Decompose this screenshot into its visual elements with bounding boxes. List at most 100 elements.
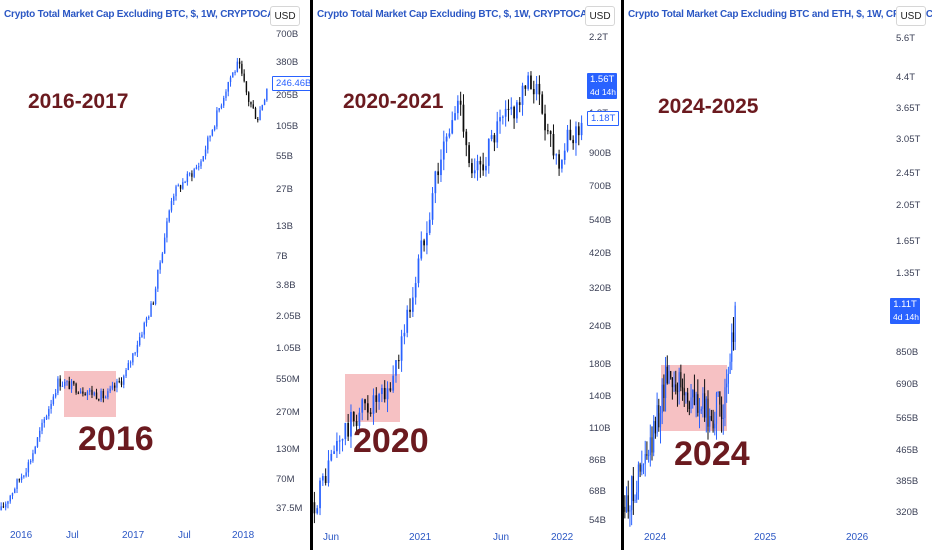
candle-body: [218, 108, 220, 111]
candle-body: [381, 387, 383, 395]
candle-body: [673, 384, 675, 388]
year-annotation: 2020: [353, 422, 429, 460]
candle-body: [465, 131, 468, 146]
currency-button[interactable]: USD: [270, 6, 300, 26]
candle-body: [580, 122, 583, 136]
candle-body: [211, 130, 214, 136]
candle-body: [569, 129, 572, 140]
candle-body: [27, 462, 30, 473]
candle-body: [658, 405, 660, 428]
candle-body: [75, 383, 77, 393]
candle-body: [644, 454, 646, 464]
candle-body: [532, 88, 535, 95]
candle-body: [731, 332, 733, 362]
candle-body: [132, 353, 134, 363]
candle-body: [186, 173, 189, 183]
candle-body: [34, 446, 36, 454]
candle-body: [656, 405, 658, 434]
candle-body: [575, 126, 577, 144]
close-price-tag: 1.18T: [587, 111, 620, 126]
candle-body: [259, 110, 261, 121]
candle-body: [143, 322, 145, 335]
y-tick-label: 540B: [589, 215, 611, 226]
chart-title: Crypto Total Market Cap Excluding BTC, $…: [317, 9, 594, 20]
period-annotation: 2020-2021: [343, 90, 444, 113]
candle-body: [521, 85, 524, 105]
candle-body: [409, 309, 411, 312]
candle-body: [445, 136, 448, 142]
candle-body: [642, 463, 645, 465]
candle-body: [352, 411, 355, 422]
candle-body: [41, 422, 43, 431]
candle-body: [403, 332, 406, 337]
candle-body: [448, 133, 451, 137]
candle-body: [313, 502, 316, 514]
candle-body: [159, 262, 161, 270]
candle-body: [107, 391, 109, 398]
candle-body: [220, 105, 223, 109]
panel-divider: [310, 0, 313, 550]
y-tick-label: 2.2T: [589, 32, 608, 43]
y-tick-label: 110B: [589, 423, 610, 434]
candle-body: [546, 130, 549, 132]
candle-body: [440, 159, 442, 176]
candle-body: [659, 413, 662, 428]
candle-body: [145, 318, 148, 323]
candle-body: [678, 372, 680, 392]
live-price-countdown: 4d 14h: [590, 87, 616, 97]
candle-body: [266, 88, 268, 101]
candle-body: [541, 94, 544, 114]
candle-body: [188, 173, 191, 175]
candle-body: [243, 73, 245, 82]
x-tick-label: 2021: [409, 532, 432, 543]
currency-button[interactable]: USD: [585, 6, 615, 26]
candle-body: [501, 116, 504, 118]
candle-body: [150, 303, 152, 317]
candle-body: [89, 389, 91, 392]
candle-body: [634, 499, 636, 502]
candle-body: [261, 104, 264, 111]
candle-body: [350, 411, 352, 437]
candle-body: [109, 388, 111, 392]
currency-button[interactable]: USD: [896, 6, 926, 26]
candle-body: [729, 361, 731, 374]
candle-body: [671, 377, 673, 388]
candle-body: [700, 408, 702, 411]
candle-body: [2, 506, 5, 508]
candle-body: [420, 240, 423, 259]
candle-body: [127, 363, 130, 371]
candle-body: [561, 159, 563, 169]
candle-body: [138, 336, 141, 346]
y-tick-label: 465B: [896, 445, 918, 456]
candle-body: [202, 156, 204, 162]
y-tick-label: 4.4T: [896, 72, 915, 83]
candle-body: [347, 422, 350, 437]
candle-body: [236, 61, 239, 72]
candle-body: [238, 61, 241, 64]
candle-body: [166, 221, 168, 238]
candle-body: [50, 403, 52, 409]
candle-body: [52, 396, 55, 404]
candle-body: [324, 476, 327, 483]
candle-body: [4, 503, 7, 508]
candle-body: [229, 77, 232, 83]
chart-title: Crypto Total Market Cap Excluding BTC, $…: [4, 9, 281, 20]
candle-body: [715, 393, 718, 424]
candle-body: [14, 488, 16, 494]
y-tick-label: 2.05B: [276, 311, 301, 322]
candle-body: [104, 397, 107, 399]
y-tick-label: 13B: [276, 221, 293, 232]
candle-body: [141, 334, 143, 337]
candle-body: [683, 388, 685, 396]
x-tick-label: 2017: [122, 530, 145, 541]
x-tick-label: Jun: [323, 532, 339, 543]
candle-body: [710, 415, 712, 421]
candle-body: [152, 303, 155, 305]
candle-body: [193, 169, 195, 177]
candle-body: [327, 460, 330, 483]
candle-body: [57, 378, 59, 394]
candle-body: [98, 399, 100, 401]
y-tick-label: 55B: [276, 151, 293, 162]
candle-body: [670, 371, 672, 378]
candle-body: [476, 160, 479, 171]
